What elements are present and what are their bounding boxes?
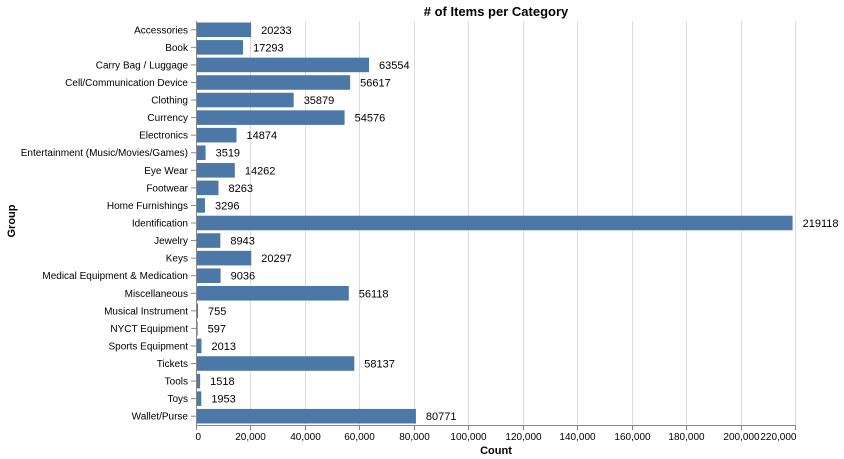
y-tick-label-1: Book <box>165 43 189 54</box>
bar-3 <box>196 75 351 90</box>
bar-5 <box>196 110 345 125</box>
y-tick-label-8: Eye Wear <box>144 166 188 177</box>
y-tick-label-4: Clothing <box>151 96 188 107</box>
x-tick-label-3: 60,000 <box>344 432 375 443</box>
chart-title: # of Items per Category <box>424 4 569 19</box>
data-labels: 20233 17293 63554 56617 35879 54576 14874 3519 1… <box>208 25 839 423</box>
y-tick-label-20: Tools <box>165 377 188 388</box>
y-tick-label-21: Toys <box>167 394 188 405</box>
data-label-7: 3519 <box>216 148 240 160</box>
x-tick-label-1: 20,000 <box>235 432 266 443</box>
x-axis-title: Count <box>480 445 512 457</box>
data-label-17: 597 <box>208 323 226 335</box>
data-label-19: 58137 <box>364 359 395 371</box>
x-tick-label-9: 180,000 <box>668 432 705 443</box>
bar-12 <box>196 233 221 248</box>
bar-15 <box>196 285 349 301</box>
y-tick-label-15: Miscellaneous <box>125 289 188 300</box>
y-tick-label-7: Entertainment (Music/Movies/Games) <box>21 148 188 159</box>
x-tick-label-11: 220,000 <box>760 432 797 443</box>
data-label-12: 8943 <box>230 236 254 248</box>
bar-20 <box>196 373 201 389</box>
bar-21 <box>196 391 202 406</box>
y-tick-label-19: Tickets <box>157 359 188 370</box>
x-tick-label-4: 80,000 <box>399 432 430 443</box>
y-tick-label-22: Wallet/Purse <box>132 412 189 423</box>
x-tick-label-7: 140,000 <box>559 432 596 443</box>
bar-16 <box>196 303 199 319</box>
x-tick-label-6: 120,000 <box>505 432 542 443</box>
y-tick-label-9: Footwear <box>146 183 188 194</box>
y-tick-label-5: Currency <box>147 113 188 124</box>
y-tick-label-18: Sports Equipment <box>109 341 189 352</box>
data-label-21: 1953 <box>211 394 235 406</box>
data-label-8: 14262 <box>245 165 276 177</box>
y-tick-label-6: Electronics <box>139 131 188 142</box>
y-axis: Accessories Book Carry Bag / Luggage Cell/C… <box>21 21 197 425</box>
x-axis: 0 20,000 40,000 60,000 80,000 100,000 120,000 1… <box>196 425 797 443</box>
y-tick-label-13: Keys <box>166 254 188 265</box>
data-label-10: 3296 <box>215 200 239 212</box>
data-label-22: 80771 <box>426 411 457 423</box>
data-label-3: 56617 <box>360 77 391 89</box>
y-tick-label-2: Carry Bag / Luggage <box>96 60 189 71</box>
y-tick-label-10: Home Furnishings <box>107 201 188 212</box>
bar-2 <box>196 57 370 73</box>
data-label-11: 219118 <box>803 218 839 230</box>
data-label-9: 8263 <box>228 183 252 195</box>
y-tick-label-3: Cell/Communication Device <box>65 78 188 89</box>
data-label-2: 63554 <box>379 60 410 72</box>
data-label-16: 755 <box>208 306 226 318</box>
data-label-14: 9036 <box>231 271 255 283</box>
bar-1 <box>196 40 244 55</box>
bar-13 <box>196 250 252 266</box>
y-tick-label-17: NYCT Equipment <box>110 324 188 335</box>
y-tick-label-11: Identification <box>132 219 188 230</box>
data-label-5: 54576 <box>355 113 386 125</box>
data-label-20: 1518 <box>210 376 234 388</box>
data-label-1: 17293 <box>253 42 284 54</box>
bar-8 <box>196 163 235 178</box>
x-tick-label-8: 160,000 <box>614 432 651 443</box>
bar-6 <box>196 127 237 143</box>
x-tick-label-2: 40,000 <box>290 432 321 443</box>
x-tick-label-5: 100,000 <box>450 432 487 443</box>
y-tick-label-0: Accessories <box>134 25 188 36</box>
bar-4 <box>196 92 294 108</box>
bar-18 <box>196 338 202 354</box>
data-label-13: 20297 <box>261 253 292 265</box>
bar-22 <box>196 408 416 424</box>
y-tick-label-16: Musical Instrument <box>104 306 188 317</box>
y-tick-label-14: Medical Equipment & Medication <box>42 271 188 282</box>
bar-14 <box>196 268 221 283</box>
bar-7 <box>196 145 206 161</box>
data-label-0: 20233 <box>261 25 292 37</box>
bar-19 <box>196 356 355 371</box>
bar-11 <box>196 215 793 231</box>
data-label-6: 14874 <box>246 130 277 142</box>
y-tick-label-12: Jewelry <box>154 236 188 247</box>
bar-0 <box>196 22 252 38</box>
bars <box>196 22 793 424</box>
data-label-15: 56118 <box>359 288 389 300</box>
x-tick-label-10: 200,000 <box>723 432 760 443</box>
x-tick-label-0: 0 <box>196 432 202 443</box>
y-axis-title: Group <box>6 204 18 237</box>
bar-9 <box>196 180 219 196</box>
data-label-4: 35879 <box>304 95 335 107</box>
data-label-18: 2013 <box>211 341 235 353</box>
bar-10 <box>196 198 205 213</box>
